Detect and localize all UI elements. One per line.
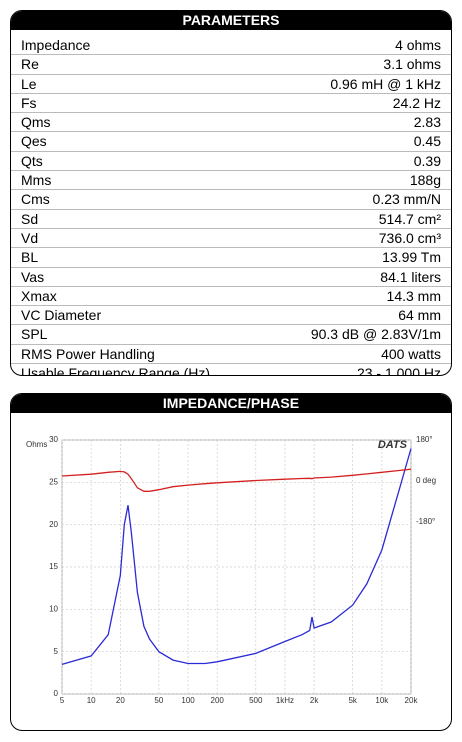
parameter-value: 0.45 xyxy=(413,133,441,150)
parameter-row: Cms 0.23 mm/N xyxy=(11,190,451,210)
y2-tick-label: 180° xyxy=(416,435,433,444)
y-tick-label: 10 xyxy=(49,604,58,613)
parameter-row: Qms 2.83 xyxy=(11,113,451,133)
parameter-name: Re xyxy=(21,56,39,73)
x-tick-label: 10k xyxy=(375,696,389,705)
parameter-name: Xmax xyxy=(21,287,57,304)
parameter-value: 2.83 xyxy=(413,114,441,131)
parameter-name: Mms xyxy=(21,172,52,189)
parameter-value: 84.1 liters xyxy=(380,268,441,285)
y-tick-label: 0 xyxy=(54,689,59,698)
y-tick-label: 30 xyxy=(49,435,58,444)
parameter-row: RMS Power Handling 400 watts xyxy=(11,345,451,365)
parameter-name: Vas xyxy=(21,268,45,285)
parameter-value: 736.0 cm³ xyxy=(378,229,441,246)
parameter-row: Le 0.96 mH @ 1 kHz xyxy=(11,75,451,94)
x-tick-label: 20k xyxy=(405,696,419,705)
y-tick-label: 25 xyxy=(49,477,58,486)
x-tick-label: 100 xyxy=(181,696,195,705)
parameter-name: Qes xyxy=(21,133,47,150)
x-tick-label: 50 xyxy=(154,696,163,705)
parameter-row: Fs 24.2 Hz xyxy=(11,94,451,114)
parameter-row: Impedance 4 ohms xyxy=(11,36,451,56)
parameter-name: BL xyxy=(21,249,39,266)
parameter-row: BL 13.99 Tm xyxy=(11,248,451,268)
parameter-row: Qes 0.45 xyxy=(11,132,451,152)
parameter-value: 400 watts xyxy=(381,345,441,362)
parameter-name: Qms xyxy=(21,114,51,131)
x-tick-label: 200 xyxy=(211,696,225,705)
y2-tick-label: -180° xyxy=(416,517,435,526)
y2-tick-label: 0 deg xyxy=(416,476,436,485)
parameters-panel: PARAMETERS Impedance 4 ohms Re 3.1 ohms Le 0.… xyxy=(10,10,452,376)
logo: DATS xyxy=(378,439,408,451)
y-tick-label: 5 xyxy=(54,647,59,656)
parameter-name: Impedance xyxy=(21,37,91,53)
parameter-value: 0.23 mm/N xyxy=(372,191,441,208)
parameter-name: Sd xyxy=(21,210,39,227)
parameter-name: Vd xyxy=(21,229,39,246)
y-tick-label: 15 xyxy=(49,562,58,571)
parameter-value: 64 mm xyxy=(398,307,441,324)
x-tick-label: 1kHz xyxy=(276,696,294,705)
parameter-row: Usable Frequency Range (Hz) 23 - 1,000 Hz xyxy=(11,364,451,376)
parameter-row: Vd 736.0 cm³ xyxy=(11,229,451,249)
parameter-value: 514.7 cm² xyxy=(378,210,441,227)
parameter-name: SPL xyxy=(21,326,48,343)
chart-title: IMPEDANCE/PHASE xyxy=(11,394,451,413)
parameter-value: 4 ohms xyxy=(395,37,441,53)
parameter-value: 23 - 1,000 Hz xyxy=(356,365,441,376)
plot-area xyxy=(61,439,412,695)
panel-title: PARAMETERS xyxy=(11,11,451,30)
y-tick-label: 20 xyxy=(49,520,58,529)
parameter-value: 90.3 dB @ 2.83V/1m xyxy=(310,326,441,343)
parameter-row: VC Diameter 64 mm xyxy=(11,306,451,326)
parameter-name: Usable Frequency Range (Hz) xyxy=(21,365,211,376)
line-series xyxy=(61,468,412,492)
parameter-name: Fs xyxy=(21,94,37,111)
parameter-name: RMS Power Handling xyxy=(21,345,155,362)
parameter-row: Mms 188g xyxy=(11,171,451,191)
x-tick-label: 5 xyxy=(60,696,65,705)
parameter-name: VC Diameter xyxy=(21,307,102,324)
parameter-value: 3.1 ohms xyxy=(383,56,441,73)
parameter-value: 13.99 Tm xyxy=(382,249,441,266)
parameter-row: SPL 90.3 dB @ 2.83V/1m xyxy=(11,325,451,345)
parameter-value: 24.2 Hz xyxy=(392,94,441,111)
x-tick-label: 10 xyxy=(87,696,96,705)
parameter-value: 0.39 xyxy=(413,152,441,169)
parameter-value: 14.3 mm xyxy=(386,287,441,304)
parameter-row: Re 3.1 ohms xyxy=(11,55,451,75)
y-axis-label: Ohms xyxy=(26,440,47,449)
parameter-value: 188g xyxy=(409,172,441,189)
line-series xyxy=(61,448,412,666)
x-tick-label: 20 xyxy=(116,696,125,705)
parameter-value: 0.96 mH @ 1 kHz xyxy=(330,75,441,92)
x-tick-label: 2k xyxy=(310,696,319,705)
parameter-name: Qts xyxy=(21,152,43,169)
parameter-row: Xmax 14.3 mm xyxy=(11,287,451,307)
parameter-name: Cms xyxy=(21,191,50,208)
parameter-table: Impedance 4 ohms Re 3.1 ohms Le 0.96 mH @ 1 k… xyxy=(11,30,451,376)
x-tick-label: 500 xyxy=(249,696,263,705)
x-tick-label: 5k xyxy=(348,696,357,705)
parameter-name: Le xyxy=(21,75,37,92)
parameter-row: Sd 514.7 cm² xyxy=(11,210,451,229)
parameter-row: Vas 84.1 liters xyxy=(11,268,451,287)
parameter-row: Qts 0.39 xyxy=(11,152,451,172)
